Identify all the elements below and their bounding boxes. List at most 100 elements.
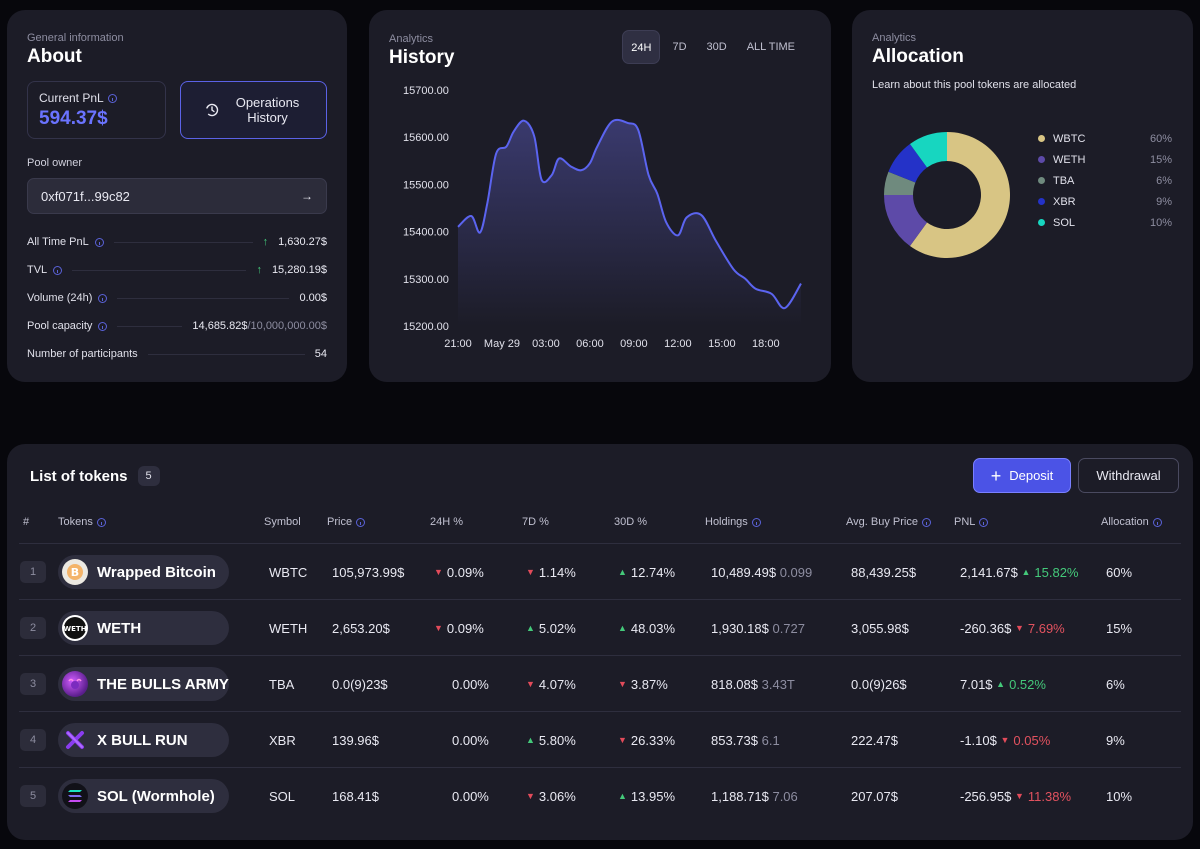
- column-header-pnl[interactable]: PNL: [954, 516, 989, 528]
- history-icon: [205, 103, 218, 117]
- history-area-fill: [458, 119, 801, 327]
- token-name: Wrapped Bitcoin: [97, 563, 216, 581]
- token-pill[interactable]: B Wrapped Bitcoin: [58, 555, 229, 589]
- change-value: 26.33%: [630, 732, 676, 748]
- info-icon[interactable]: [1152, 517, 1162, 527]
- token-pill[interactable]: THE BULLS ARMY: [58, 667, 229, 701]
- column-header-holdings[interactable]: Holdings: [705, 516, 761, 528]
- triangle-down-icon: ▼: [1014, 623, 1024, 633]
- solana-icon: [62, 783, 88, 809]
- info-icon[interactable]: [356, 517, 366, 527]
- stat-volume-24h: Volume (24h) 0.00$: [27, 290, 327, 306]
- stat-value: 54: [314, 348, 327, 360]
- token-pill[interactable]: WETH WETH: [58, 611, 229, 645]
- column-label: Price: [327, 516, 353, 528]
- change-value: 3.06%: [538, 788, 576, 804]
- legend-item-tba: TBA 6%: [1038, 170, 1172, 191]
- x-bull-run-icon: [62, 727, 88, 753]
- holdings-qty: 0.727: [772, 620, 806, 636]
- column-header-symbol[interactable]: Symbol: [264, 516, 301, 528]
- info-icon[interactable]: [751, 517, 761, 527]
- tab-30d[interactable]: 30D: [706, 41, 727, 53]
- tab-24h[interactable]: 24H: [622, 30, 661, 64]
- holdings-value: 1,188.71$: [711, 788, 769, 804]
- change-7d: ▼ 1.14%: [526, 544, 576, 600]
- row-rank: 4: [20, 729, 46, 751]
- withdrawal-button[interactable]: Withdrawal: [1078, 458, 1179, 493]
- history-series-line[interactable]: [457, 118, 802, 310]
- change-value: 0.09%: [446, 620, 484, 636]
- table-row[interactable]: 3 THE BULLS ARMY TBA 0.0(9)23$ 0.00% ▼ 4.…: [19, 655, 1181, 711]
- info-icon[interactable]: [53, 265, 63, 275]
- triangle-down-icon: ▼: [618, 735, 627, 745]
- operations-history-button[interactable]: Operations History: [180, 81, 327, 139]
- stat-value-suffix: /10,000,000.00$: [247, 320, 327, 332]
- pool-owner-field[interactable]: 0xf071f...99c82 →: [27, 178, 327, 214]
- info-icon[interactable]: [921, 517, 931, 527]
- info-icon[interactable]: [979, 517, 989, 527]
- table-row[interactable]: 5 SOL (Wormhole) SOL 168.41$ 0.00% ▼ 3.06…: [19, 767, 1181, 823]
- divider: [72, 269, 247, 271]
- donut-slice-tba[interactable]: [884, 171, 916, 195]
- stat-label: Number of participants: [27, 348, 138, 360]
- legend-label: WBTC: [1053, 132, 1086, 145]
- info-icon[interactable]: [96, 517, 106, 527]
- legend-label: XBR: [1053, 195, 1076, 208]
- column-header-7d[interactable]: 7D %: [522, 516, 549, 528]
- allocation-donut-chart: [884, 132, 1010, 258]
- info-icon[interactable]: [98, 321, 108, 331]
- pnl-pct: 7.69%: [1027, 620, 1065, 636]
- change-value: 5.80%: [538, 732, 576, 748]
- divider: [147, 353, 305, 355]
- pool-owner-address: 0xf071f...99c82: [41, 188, 130, 204]
- change-value: 3.87%: [630, 676, 668, 692]
- pnl-value: 7.01$: [960, 676, 993, 692]
- avg-buy-price: 3,055.98$: [851, 620, 909, 636]
- legend-pct: 6%: [1156, 174, 1172, 187]
- column-header-price[interactable]: Price: [327, 516, 366, 528]
- change-30d: ▲ 13.95%: [618, 768, 675, 824]
- column-header-24h[interactable]: 24H %: [430, 516, 464, 528]
- donut-slice-sol[interactable]: [909, 132, 947, 168]
- bitcoin-icon: B: [62, 559, 88, 585]
- pnl-value: -1.10$: [960, 732, 997, 748]
- change-7d: ▼ 4.07%: [526, 656, 576, 712]
- token-pill[interactable]: X BULL RUN: [58, 723, 229, 757]
- change-30d: ▲ 48.03%: [618, 600, 675, 656]
- table-row[interactable]: 2 WETH WETH WETH 2,653.20$ ▼ 0.09% ▲ 5.02%…: [19, 599, 1181, 655]
- donut-slice-wbtc[interactable]: [909, 132, 1010, 258]
- holdings-qty: 0.099: [779, 564, 813, 580]
- table-row[interactable]: 1 B Wrapped Bitcoin WBTC 105,973.99$ ▼ 0.…: [19, 543, 1181, 599]
- info-icon[interactable]: [107, 93, 117, 103]
- x-tick-label: 21:00: [444, 338, 472, 350]
- info-icon[interactable]: [98, 293, 108, 303]
- legend-pct: 15%: [1149, 153, 1172, 166]
- token-name: X BULL RUN: [97, 731, 188, 749]
- legend-label: SOL: [1053, 216, 1076, 229]
- pnl-value: -260.36$: [960, 620, 1012, 636]
- stat-pool-capacity: Pool capacity 14,685.82$/10,000,000.00$: [27, 318, 327, 334]
- tab-all-time[interactable]: ALL TIME: [746, 41, 795, 53]
- column-header-allocation[interactable]: Allocation: [1101, 516, 1162, 528]
- row-rank: 5: [20, 785, 46, 807]
- token-pill[interactable]: SOL (Wormhole): [58, 779, 229, 813]
- legend-swatch: [1038, 156, 1045, 163]
- avg-buy-price: 207.07$: [851, 788, 898, 804]
- y-tick-label: 15600.00: [403, 132, 449, 144]
- info-icon[interactable]: [94, 237, 104, 247]
- table-row[interactable]: 4 X BULL RUN XBR 139.96$ 0.00% ▲ 5.80% ▼ 2…: [19, 711, 1181, 767]
- deposit-button[interactable]: + Deposit: [973, 458, 1071, 493]
- tab-7d[interactable]: 7D: [672, 41, 687, 53]
- donut-slice-xbr[interactable]: [888, 144, 928, 183]
- x-tick-label: 06:00: [576, 338, 604, 350]
- legend-pct: 10%: [1149, 216, 1172, 229]
- column-header-tokens[interactable]: Tokens: [58, 516, 106, 528]
- donut-slice-weth[interactable]: [884, 195, 928, 246]
- x-tick-label: 12:00: [664, 338, 692, 350]
- column-header-avg-buy-price[interactable]: Avg. Buy Price: [846, 516, 931, 528]
- column-header-30d[interactable]: 30D %: [614, 516, 648, 528]
- allocation-card: Analytics Allocation Learn about this po…: [852, 10, 1193, 382]
- allocation: 60%: [1106, 564, 1133, 580]
- column-label: Tokens: [58, 516, 93, 528]
- column-header-rank: #: [23, 516, 30, 528]
